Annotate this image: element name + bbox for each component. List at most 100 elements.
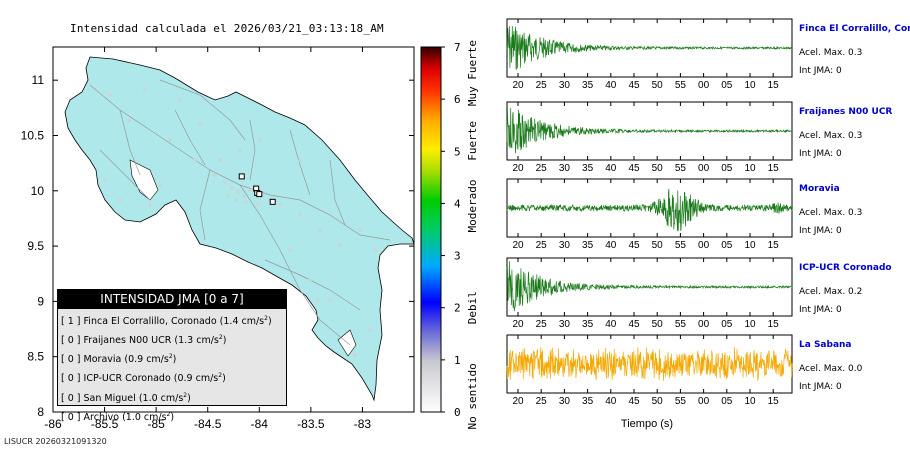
- time-tick-label: 50: [652, 240, 664, 251]
- legend-close-paren: ): [187, 392, 191, 404]
- station-name: La Sabana: [799, 340, 852, 350]
- time-tick-label: 00: [698, 319, 710, 330]
- map-site-dot: [230, 186, 234, 190]
- legend-entry: [ 0 ] Archivo (1.0 cm/s2): [58, 407, 286, 426]
- time-tick-label: 00: [698, 163, 710, 174]
- map-y-tick-label: 10.5: [21, 128, 45, 142]
- golfo-dulce: [337, 329, 357, 357]
- time-tick-label: 05: [721, 80, 733, 91]
- map-y-tick-label: 9.5: [27, 239, 44, 253]
- road-line: [159, 79, 246, 141]
- station-marker: [238, 173, 245, 180]
- map-site-dot: [358, 228, 362, 232]
- map-site-dot: [244, 200, 248, 204]
- map-x-tick-label: -84: [251, 417, 269, 431]
- station-name: Finca El Corralillo, Coronado: [799, 24, 910, 34]
- colorbar-tick-label: 7: [454, 41, 461, 54]
- time-tick-label: 35: [582, 396, 594, 407]
- time-tick-label: 55: [675, 396, 687, 407]
- legend-entry: [ 1 ] Finca El Corralillo, Coronado (1.4…: [58, 311, 286, 330]
- time-tick-label: 20: [512, 240, 524, 251]
- colorbar-ticks: 0 1 2 3 4 5 6 7: [441, 41, 461, 419]
- legend-station-text: ICP-UCR Coronado (0.9 cm/s: [83, 373, 219, 385]
- time-tick-label: 40: [605, 240, 617, 251]
- station-marker: [256, 191, 263, 198]
- road-line: [119, 109, 141, 176]
- time-tick-label: 10: [744, 240, 756, 251]
- time-tick-label: 10: [744, 319, 756, 330]
- land-shape: [64, 56, 415, 402]
- waveform-trace: [506, 25, 793, 70]
- station-int-jma: Int JMA: 0: [799, 305, 842, 315]
- time-axis-label: Tiempo (s): [621, 418, 673, 430]
- time-tick-label: 15: [768, 163, 780, 174]
- time-tick-label: 25: [536, 319, 548, 330]
- map-site-dot: [242, 194, 246, 198]
- time-tick-label: 25: [536, 80, 548, 91]
- map-x-tick-label: -85: [147, 417, 165, 431]
- map-x-tick-label: -83.5: [297, 417, 325, 431]
- legend-title: INTENSIDAD JMA [0 a 7]: [58, 290, 286, 309]
- time-tick-label: 40: [605, 396, 617, 407]
- time-tick-label: 00: [698, 240, 710, 251]
- seismogram-panels: 20 25 30 35 40 45 50 55 00 05 10 15 20 25 30 35 40 45 50 55…: [506, 18, 793, 407]
- time-tick-label: 30: [559, 80, 571, 91]
- station-accel-max: Acel. Max. 0.3: [799, 208, 863, 218]
- time-tick-label: 00: [698, 80, 710, 91]
- legend-station-text: Archivo (1.0 cm/s: [83, 411, 167, 423]
- time-tick-label: 20: [512, 163, 524, 174]
- colorbar-category-label: Muy Fuerte: [466, 40, 479, 106]
- time-tick-label: 40: [605, 319, 617, 330]
- road-line: [289, 129, 311, 196]
- road-line: [239, 184, 351, 346]
- map-x-tick-label: -84.5: [194, 417, 222, 431]
- time-tick-label: 45: [628, 240, 640, 251]
- time-tick-label: 25: [536, 396, 548, 407]
- legend-close-paren: ): [172, 354, 177, 366]
- time-tick-label: 45: [628, 319, 640, 330]
- time-tick-label: 30: [559, 319, 571, 330]
- map-site-dot: [226, 194, 230, 198]
- colorbar-tick-label: 6: [454, 93, 461, 106]
- map-site-dot: [118, 198, 122, 202]
- colorbar-tick-label: 5: [454, 145, 461, 158]
- time-tick-label: 35: [582, 319, 594, 330]
- map-site-dot: [236, 190, 240, 194]
- road-line: [239, 184, 391, 241]
- map-site-dot: [213, 173, 217, 177]
- station-marker: [269, 198, 276, 205]
- time-tick-label: 35: [582, 80, 594, 91]
- time-tick-label: 05: [721, 396, 733, 407]
- map-site-dot: [288, 248, 292, 252]
- colorbar-category-labels: No sentido Debil Moderado Fuerte Muy Fuerte: [466, 40, 479, 430]
- road-line: [249, 119, 256, 181]
- station-int-jma: Int JMA: 0: [799, 149, 842, 159]
- map-site-dot: [108, 93, 112, 97]
- page-title: Intensidad calculada el 2026/03/21_03:13…: [70, 22, 384, 35]
- legend-close-paren: ): [222, 335, 227, 347]
- time-tick-label: 15: [768, 396, 780, 407]
- time-tick-label: 00: [698, 396, 710, 407]
- legend-entry: [ 0 ] San Miguel (1.0 cm/s2): [58, 388, 286, 407]
- map-site-dot: [238, 148, 242, 152]
- map-site-dot: [316, 298, 320, 302]
- map-y-tick-label: 9: [37, 294, 44, 308]
- time-tick-label: 10: [744, 80, 756, 91]
- time-tick-label: 45: [628, 163, 640, 174]
- map-x-tick-label: -86: [44, 417, 62, 431]
- time-tick-label: 50: [652, 319, 664, 330]
- colorbar: [420, 46, 442, 413]
- map-site-dot: [158, 183, 162, 187]
- colorbar-category-label: Moderado: [466, 180, 479, 233]
- colorbar-tick-label: 0: [454, 406, 461, 419]
- legend-unit-exponent: 2: [218, 372, 223, 380]
- road-line: [264, 259, 361, 311]
- map-x-tick-label: -85.5: [91, 417, 119, 431]
- time-tick-label: 30: [559, 163, 571, 174]
- map-site-dot: [198, 123, 202, 127]
- colorbar-tick-label: 1: [454, 354, 461, 367]
- map-site-dot: [148, 203, 152, 207]
- time-tick-label: 10: [744, 396, 756, 407]
- legend-level: [ 0 ]: [61, 354, 84, 366]
- map-site-dot: [353, 353, 357, 357]
